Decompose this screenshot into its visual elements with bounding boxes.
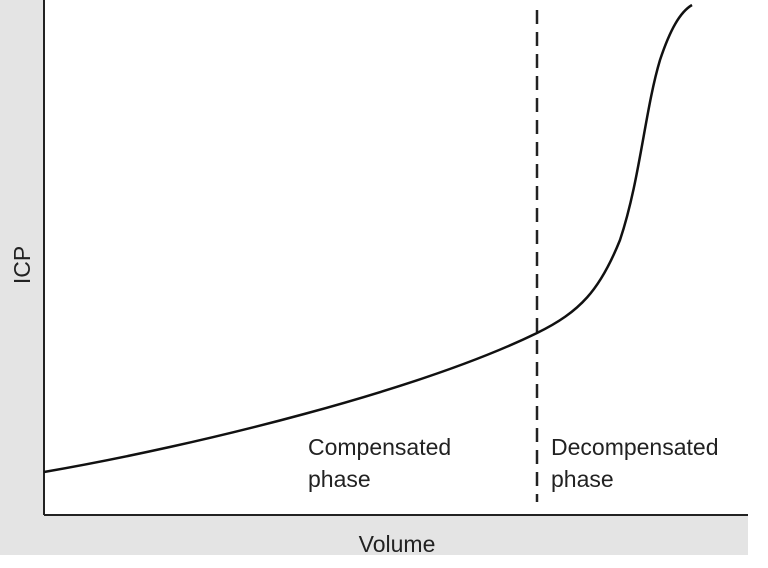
region-label: phase <box>551 466 614 492</box>
axis-band-bottom <box>0 515 748 555</box>
axis-band-left <box>0 0 44 555</box>
region-label: Decompensated <box>551 434 719 460</box>
y-axis-label: ICP <box>9 246 35 284</box>
icp-curve <box>43 3 693 474</box>
region-label: phase <box>308 466 371 492</box>
x-axis-label: Volume <box>359 531 436 557</box>
plot-area <box>44 0 748 515</box>
region-label: Compensated <box>308 434 451 460</box>
